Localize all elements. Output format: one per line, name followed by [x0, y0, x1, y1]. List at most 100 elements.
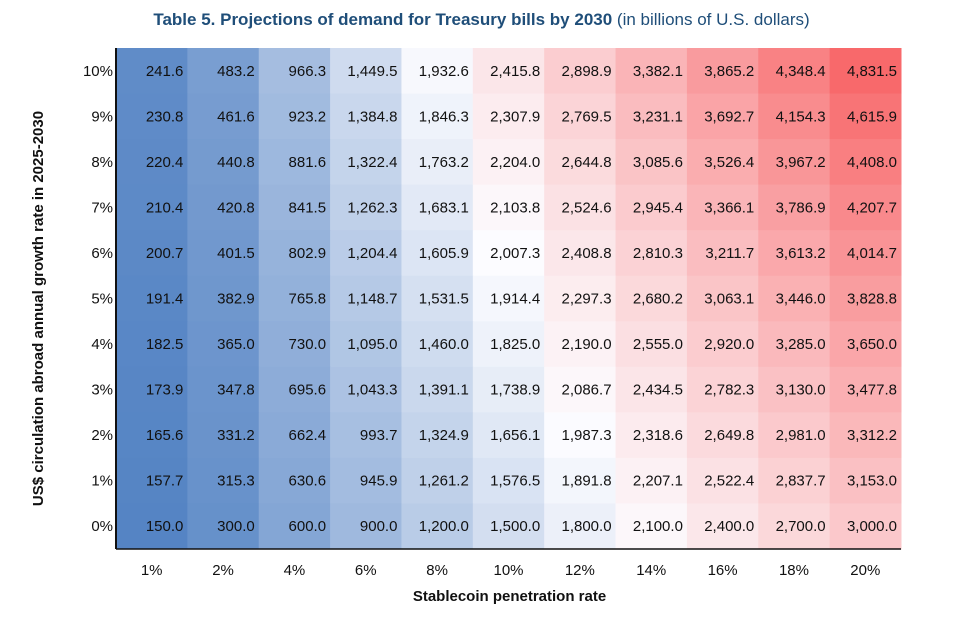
cell-value-label: 3,446.0: [776, 291, 826, 308]
cell-value-label: 881.6: [289, 154, 327, 171]
heatmap-cell: [829, 93, 902, 140]
x-tick-labels: 1% 2% 4% 6% 8% 10% 12% 14% 16% 18% 20%: [141, 562, 880, 579]
heatmap-cell: [401, 412, 474, 459]
heatmap-cell: [401, 93, 474, 140]
heatmap-cell: [829, 366, 902, 413]
heatmap-cell: [544, 93, 617, 140]
cell-value-label: 695.6: [289, 382, 327, 399]
heatmap-cell: [686, 412, 759, 459]
heatmap-cell: [472, 366, 545, 413]
heatmap-cell: [758, 184, 831, 231]
heatmap-cell: [330, 230, 402, 277]
x-tick-label: 14%: [636, 562, 666, 579]
heatmap-cell: [116, 48, 188, 95]
heatmap-cell: [258, 139, 331, 186]
heatmap-cell: [116, 457, 188, 504]
heatmap-cell: [472, 275, 545, 322]
y-tick-label: 0%: [91, 518, 113, 535]
cell-value-label: 3,211.7: [705, 245, 754, 262]
heatmap-cell: [686, 230, 759, 277]
cell-value-label: 765.8: [289, 291, 327, 308]
cell-value-label: 2,945.4: [633, 199, 683, 216]
cell-value-label: 365.0: [217, 336, 255, 353]
heatmap-cell: [258, 457, 331, 504]
cell-value-label: 1,095.0: [347, 336, 397, 353]
heatmap-cell: [330, 457, 402, 504]
cell-value-label: 1,204.4: [347, 245, 397, 262]
cell-value-label: 4,348.4: [776, 63, 826, 80]
heatmap-cell: [116, 230, 188, 277]
cell-value-label: 3,865.2: [704, 63, 754, 80]
heatmap-cell: [330, 275, 402, 322]
cell-value-label: 630.6: [289, 473, 327, 490]
cell-value-label: 150.0: [146, 518, 184, 535]
heatmap-cell: [187, 457, 260, 504]
heatmap-cell: [829, 275, 902, 322]
heatmap-cell: [829, 230, 902, 277]
heatmap-cell: [544, 48, 617, 95]
cell-value-label: 1,460.0: [419, 336, 469, 353]
cell-value-label: 347.8: [217, 382, 255, 399]
heatmap-cell: [472, 412, 545, 459]
heatmap-cell: [544, 321, 617, 368]
y-tick-label: 5%: [91, 291, 113, 308]
heatmap-cell: [116, 184, 188, 231]
cell-value-label: 1,891.8: [561, 473, 611, 490]
cell-value-label: 923.2: [289, 108, 327, 125]
heatmap-cell: [686, 275, 759, 322]
cell-value-label: 3,366.1: [704, 199, 754, 216]
heatmap-cell: [829, 503, 902, 550]
heatmap-cell: [330, 93, 402, 140]
heatmap-cell: [330, 321, 402, 368]
heatmap-cell: [758, 412, 831, 459]
x-tick-label: 18%: [779, 562, 809, 579]
heatmap-cell: [330, 139, 402, 186]
cell-value-label: 2,434.5: [633, 382, 683, 399]
heatmap-cell: [615, 412, 688, 459]
cell-value-label: 2,190.0: [561, 336, 611, 353]
heatmap-cell: [258, 321, 331, 368]
x-tick-label: 16%: [708, 562, 738, 579]
heatmap-cell: [401, 321, 474, 368]
heatmap-cell: [544, 230, 617, 277]
cell-value-label: 1,449.5: [347, 63, 397, 80]
x-tick-label: 10%: [493, 562, 523, 579]
heatmap-cell: [686, 184, 759, 231]
heatmap-cell: [829, 412, 902, 459]
cell-value-label: 1,200.0: [419, 518, 469, 535]
cell-value-label: 4,615.9: [847, 108, 897, 125]
heatmap-cell: [615, 184, 688, 231]
heatmap-cell: [544, 139, 617, 186]
cell-value-label: 3,967.2: [776, 154, 826, 171]
heatmap-cell: [758, 366, 831, 413]
y-tick-label: 8%: [91, 154, 113, 171]
cell-value-label: 1,576.5: [490, 473, 540, 490]
y-tick-label: 4%: [91, 336, 113, 353]
cell-value-label: 2,555.0: [633, 336, 683, 353]
heatmap-cell: [544, 457, 617, 504]
heatmap-cell: [116, 93, 188, 140]
cell-value-label: 2,837.7: [776, 473, 826, 490]
cell-value-label: 4,408.0: [847, 154, 897, 171]
heatmap-cell: [758, 275, 831, 322]
heatmap-cell: [258, 93, 331, 140]
cell-value-label: 3,063.1: [704, 291, 754, 308]
cell-value-label: 191.4: [146, 291, 184, 308]
cell-value-label: 1,914.4: [490, 291, 540, 308]
cell-value-label: 1,683.1: [419, 199, 469, 216]
cell-value-label: 1,384.8: [347, 108, 397, 125]
cell-value-label: 2,981.0: [776, 427, 826, 444]
chart-title: Table 5. Projections of demand for Treas…: [0, 10, 963, 30]
heatmap-cell: [116, 503, 188, 550]
cell-value-label: 945.9: [360, 473, 398, 490]
heatmap-cell: [258, 366, 331, 413]
heatmap-cell: [187, 275, 260, 322]
heatmap-cell: [829, 184, 902, 231]
heatmap-cell: [401, 457, 474, 504]
heatmap-cell: [472, 321, 545, 368]
y-tick-label: 9%: [91, 108, 113, 125]
cell-value-label: 4,014.7: [847, 245, 897, 262]
heatmap-cell: [401, 48, 474, 95]
x-axis-title: Stablecoin penetration rate: [413, 588, 606, 605]
heatmap-cell: [401, 184, 474, 231]
